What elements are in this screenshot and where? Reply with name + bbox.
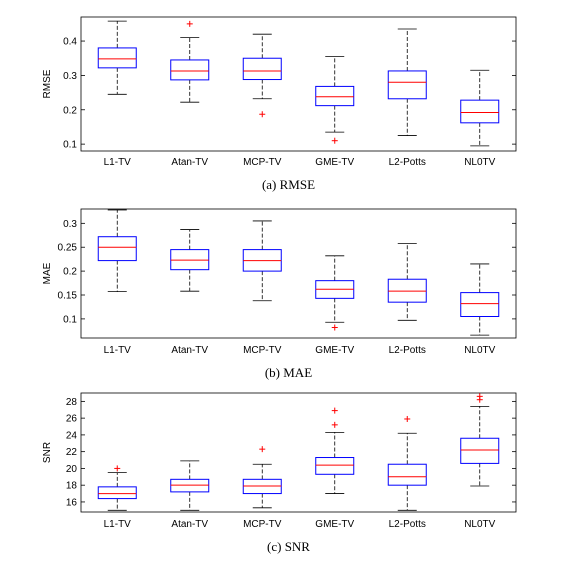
iqr-box <box>170 59 210 81</box>
x-tick-label: Atan-TV <box>171 519 208 530</box>
y-tick-label: 22 <box>66 447 78 458</box>
box-l2-potts <box>387 28 427 136</box>
x-tick-label: L2-Potts <box>389 157 426 168</box>
panel-caption: (c) SNR <box>267 539 310 554</box>
iqr-box <box>97 236 137 262</box>
outlier-marker <box>404 415 411 422</box>
y-tick-label: 24 <box>66 430 78 441</box>
x-tick-label: L1-TV <box>104 519 132 530</box>
iqr-box <box>97 486 137 500</box>
iqr-box <box>460 99 500 124</box>
box-l2-potts <box>387 242 427 321</box>
mae-panel: 0.1 0.15 0.2 0.25 0.3 MAE L1-TV Atan-TV MCP-TV GM… <box>42 208 517 380</box>
box-l1-tv <box>97 465 137 511</box>
box-mcp-tv <box>242 33 282 118</box>
box-gme-tv <box>315 407 355 494</box>
y-tick-label: 28 <box>66 397 78 408</box>
x-tick-label: L1-TV <box>104 157 132 168</box>
outlier-marker <box>476 393 483 400</box>
y-tick-label: 0.25 <box>58 243 78 254</box>
snr-panel: 16 18 20 22 24 26 28 SNR L1-TV Atan-TV MCP-TV GME-T… <box>42 392 517 554</box>
plot-frame <box>80 208 517 339</box>
box-gme-tv <box>315 56 355 144</box>
y-tick-label: 0.1 <box>63 314 77 325</box>
x-tick-label: L2-Potts <box>389 519 426 530</box>
box-atan-tv <box>170 20 210 103</box>
outlier-marker <box>259 446 266 453</box>
y-tick-label: 16 <box>66 497 78 508</box>
x-tick-label: Atan-TV <box>171 345 208 356</box>
iqr-box <box>460 437 500 464</box>
outlier-marker <box>331 421 338 428</box>
y-tick-label: 0.15 <box>58 291 78 302</box>
x-tick-label: NL0TV <box>464 519 495 530</box>
x-tick-label: NL0TV <box>464 157 495 168</box>
outlier-marker <box>331 324 338 331</box>
x-tick-label: Atan-TV <box>171 157 208 168</box>
box-mcp-tv <box>242 446 282 509</box>
iqr-box <box>315 85 355 107</box>
box-atan-tv <box>170 460 210 511</box>
x-tick-label: GME-TV <box>315 519 354 530</box>
x-tick-label: GME-TV <box>315 157 354 168</box>
box-nl0tv <box>460 263 500 336</box>
y-tick-label: 20 <box>66 464 78 475</box>
plot-frame <box>80 16 517 152</box>
outlier-marker <box>186 20 193 27</box>
iqr-box <box>387 463 427 486</box>
box-l2-potts <box>387 415 427 511</box>
y-tick-label: 18 <box>66 481 78 492</box>
box-atan-tv <box>170 229 210 292</box>
box-l1-tv <box>97 209 137 293</box>
iqr-box <box>97 47 137 69</box>
y-tick-label: 0.2 <box>63 105 77 116</box>
outlier-marker <box>259 111 266 118</box>
iqr-box <box>460 292 500 318</box>
iqr-box <box>242 57 282 81</box>
panel-caption: (b) MAE <box>265 365 312 380</box>
box-mcp-tv <box>242 220 282 302</box>
x-tick-label: MCP-TV <box>243 157 282 168</box>
y-tick-label: 26 <box>66 414 78 425</box>
y-tick-label: 0.4 <box>63 37 77 48</box>
y-axis-label: SNR <box>42 442 53 463</box>
outlier-marker <box>331 137 338 144</box>
iqr-box <box>315 457 355 475</box>
y-axis-label: MAE <box>42 262 53 284</box>
x-tick-label: MCP-TV <box>243 519 282 530</box>
x-tick-label: L2-Potts <box>389 345 426 356</box>
iqr-box <box>387 70 427 100</box>
rmse-panel: 0.1 0.2 0.3 0.4 RMSE L1-TV Atan-TV MCP-TV GME-TV… <box>42 16 517 192</box>
box-nl0tv <box>460 393 500 487</box>
x-tick-label: NL0TV <box>464 345 495 356</box>
x-tick-label: MCP-TV <box>243 345 282 356</box>
x-tick-label: L1-TV <box>104 345 132 356</box>
outlier-marker <box>114 465 121 472</box>
y-tick-label: 0.2 <box>63 267 77 278</box>
box-gme-tv <box>315 255 355 331</box>
y-tick-label: 0.3 <box>63 71 77 82</box>
x-tick-label: GME-TV <box>315 345 354 356</box>
y-tick-label: 0.3 <box>63 219 77 230</box>
box-l1-tv <box>97 20 137 95</box>
plot-frame <box>80 392 517 513</box>
y-axis-label: RMSE <box>42 69 53 98</box>
outlier-marker <box>331 407 338 414</box>
panel-caption: (a) RMSE <box>262 177 315 192</box>
box-nl0tv <box>460 69 500 147</box>
y-tick-label: 0.1 <box>63 140 77 151</box>
